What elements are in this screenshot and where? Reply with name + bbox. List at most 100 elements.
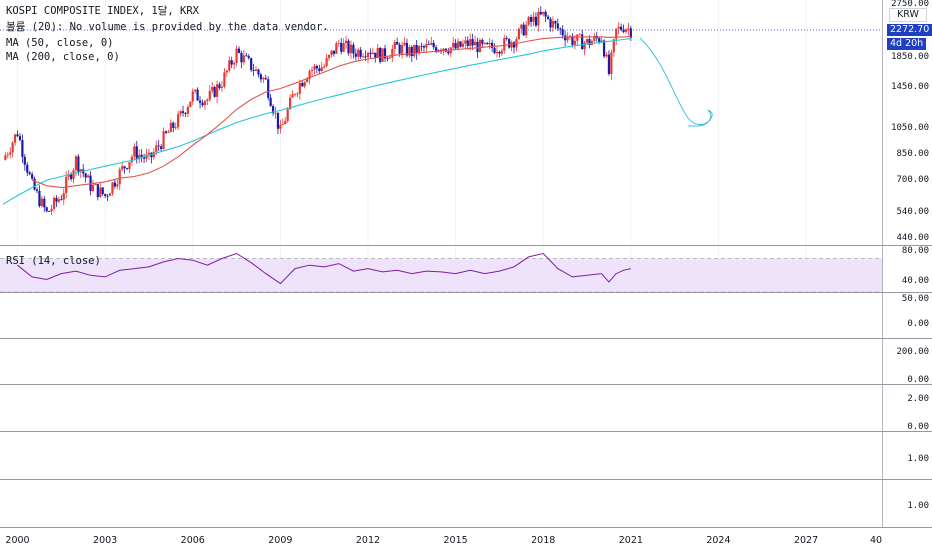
candle-body [31,174,34,179]
price-pane[interactable]: KOSPI COMPOSITE INDEX, 1달, KRX 볼륨 (20): … [0,0,882,245]
candle-body [157,145,160,147]
projection-arrow-annotation[interactable] [639,37,713,127]
pane-7[interactable] [0,480,882,527]
pane-3[interactable] [0,293,882,338]
pane-6-scale[interactable]: 1.00 [882,432,932,479]
symbol-legend[interactable]: KOSPI COMPOSITE INDEX, 1달, KRX [6,5,199,17]
ma50-line [31,36,631,189]
candle-body [585,39,589,43]
candle-body [279,124,282,129]
pane-separator[interactable] [0,292,932,293]
candle-body [147,152,151,155]
pane-separator[interactable] [0,479,932,480]
time-axis[interactable]: 2000 2003 2006 2009 2012 2015 2018 2021 2024 2027… [0,528,932,550]
ma200-legend[interactable]: MA (200, close, 0) [6,51,120,63]
candle-body [138,154,141,160]
candle-body [281,124,284,125]
time-axis-separator [0,527,932,528]
candle-body [45,207,48,212]
candle-body [379,47,382,62]
candle-body [461,43,465,47]
candle-body [602,40,606,57]
candle-body [218,84,221,88]
candle-body [619,26,623,30]
price-scale[interactable]: 2750.00 KRW 1850.00 1450.00 1050.00 850.… [882,0,932,245]
candle-body [598,38,601,42]
candle-body [310,69,314,72]
candle-body [271,106,275,114]
candle-body [242,55,245,63]
candle-body [607,54,611,74]
candle-body [135,146,138,160]
candle-body [167,131,170,133]
pane-4[interactable] [0,339,882,384]
candle-body [23,156,26,165]
pane-separator[interactable] [0,384,932,385]
candle-body [476,41,479,53]
pane-separator[interactable] [0,431,932,432]
candle-body [33,178,36,190]
pane-4-scale[interactable]: 200.00 0.00 [882,339,932,385]
candle-body [284,121,287,125]
candle-body [364,56,367,58]
currency-label[interactable]: KRW [889,8,927,22]
candle-body [198,100,202,103]
candle-body [186,107,189,114]
pane-5-scale[interactable]: 2.00 0.00 [882,385,932,432]
candle-body [164,131,168,133]
candle-body [622,29,625,32]
candle-body [435,47,438,52]
volume-legend[interactable]: 볼륨 (20): No volume is provided by the da… [6,21,329,33]
pane-separator[interactable] [0,245,932,246]
pane-5[interactable] [0,385,882,431]
rsi-legend[interactable]: RSI (14, close) [6,255,101,267]
candle-body [213,87,216,97]
candle-body [576,34,579,41]
rsi-scale[interactable]: 80.00 40.00 [882,246,932,292]
candle-body [106,195,109,197]
rsi-pane[interactable]: RSI (14, close) [0,246,882,292]
candle-body [91,184,95,191]
candle-body [447,51,450,54]
candle-body [400,45,404,54]
ma50-legend[interactable]: MA (50, close, 0) [6,37,114,49]
candle-body [116,184,119,187]
candle-body [342,42,345,52]
pane-3-scale[interactable]: 50.00 0.00 [882,293,932,338]
rsi-line [17,252,631,285]
candle-body [508,38,511,48]
candle-body [179,111,182,115]
candle-body [505,37,508,39]
candle-body [13,134,17,143]
candle-body [549,18,552,28]
candle-body [259,74,263,80]
candle-body [264,78,267,80]
candle-body [99,187,102,198]
candle-body [464,40,467,44]
candle-body [313,66,316,70]
price-tick: 700.00 [896,175,929,185]
candle-body [403,42,406,46]
candle-body [459,41,462,47]
candle-body [408,47,411,56]
candle-body [488,42,491,45]
candle-body [566,37,569,41]
rsi-chart[interactable] [0,246,882,292]
candle-body [534,16,538,26]
scale-tick: 0.00 [907,375,929,385]
scale-tick: 0.00 [907,319,929,329]
pane-separator[interactable] [0,338,932,339]
candle-body [478,39,482,53]
candle-body [532,16,535,22]
candle-body [194,89,197,92]
pane-7-scale[interactable]: 1.00 [882,480,932,527]
ma200-line [2,38,631,205]
candle-body [245,55,248,57]
candle-body [469,39,472,46]
pane-6[interactable] [0,432,882,479]
price-chart[interactable] [0,0,882,245]
candle-body [225,70,228,73]
candle-body [26,164,29,173]
candle-body [121,166,124,170]
candle-body [223,72,226,87]
